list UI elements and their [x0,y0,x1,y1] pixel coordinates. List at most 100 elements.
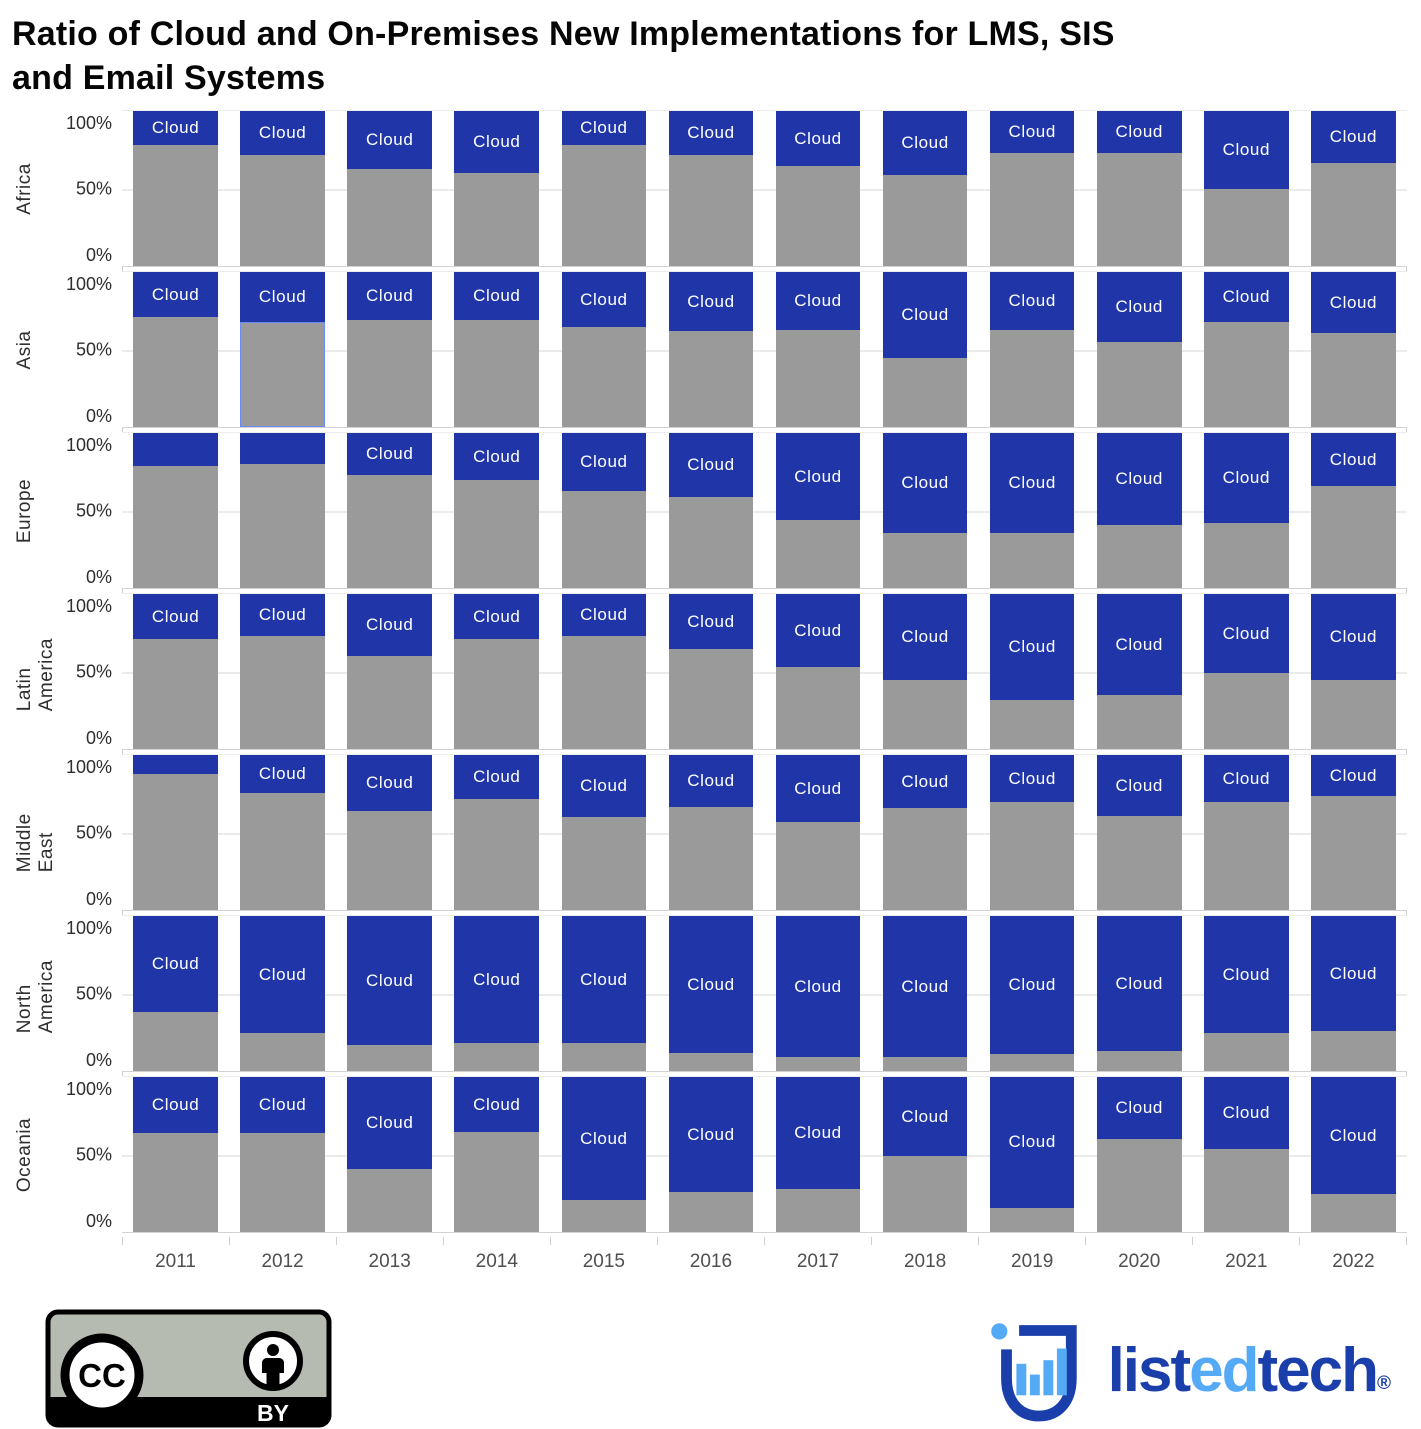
bar-segment-onprem[interactable] [1096,695,1182,750]
bar-segment-cloud[interactable]: Cloud [1096,755,1182,816]
bar-segment-onprem[interactable] [882,174,968,267]
bar-segment-onprem[interactable] [1311,486,1396,589]
bar-segment-onprem[interactable] [989,532,1075,589]
bar-segment-cloud[interactable]: Cloud [133,272,218,318]
bar-segment-cloud[interactable]: Cloud [454,1077,540,1132]
bar-segment-cloud[interactable]: Cloud [989,111,1075,154]
bar-segment-cloud[interactable]: Cloud [240,272,325,322]
bar-segment-onprem[interactable] [882,808,968,911]
bar-segment-cloud[interactable]: Cloud [240,916,325,1033]
bar-segment-cloud[interactable]: Cloud [1311,272,1396,333]
bar-segment-onprem[interactable] [454,639,540,750]
bar-segment-cloud[interactable]: Cloud [1096,272,1182,343]
bar-segment-cloud[interactable]: Cloud [989,916,1075,1055]
bar-segment-onprem[interactable] [454,798,540,911]
bar-segment-onprem[interactable] [1096,524,1182,589]
bar-segment-cloud[interactable]: Cloud [668,594,754,649]
bar-segment-onprem[interactable] [882,357,968,428]
bar-segment-cloud[interactable]: Cloud [989,594,1075,700]
bar-segment-onprem[interactable] [1204,321,1289,428]
bar-segment-cloud[interactable]: Cloud [561,433,647,491]
bar-segment-onprem[interactable] [989,1207,1075,1233]
bar-segment-cloud[interactable]: Cloud [1311,916,1396,1032]
bar-segment-onprem[interactable] [1204,1148,1289,1233]
bar-segment-cloud[interactable]: Cloud [240,755,325,793]
bar-segment-cloud[interactable]: Cloud [1311,1077,1396,1194]
bar-segment-onprem[interactable] [133,1012,218,1072]
bar-segment-onprem[interactable] [561,1043,647,1072]
bar-segment-onprem[interactable] [882,679,968,750]
bar-segment-onprem[interactable] [668,1052,754,1072]
bar-segment-cloud[interactable]: Cloud [133,111,218,146]
bar-segment-onprem[interactable] [1096,1139,1182,1233]
bar-segment-cloud[interactable]: Cloud [1204,433,1289,524]
bar-segment-cloud[interactable]: Cloud [561,1077,647,1200]
bar-segment-cloud[interactable]: Cloud [775,594,861,668]
bar-segment-cloud[interactable]: Cloud [668,111,754,155]
bar-segment-cloud[interactable]: Cloud [561,111,647,146]
bar-segment-cloud[interactable]: Cloud [561,755,647,818]
bar-segment-cloud[interactable]: Cloud [1204,272,1289,322]
bar-segment-cloud[interactable]: Cloud [989,1077,1075,1208]
bar-segment-cloud[interactable]: Cloud [989,755,1075,802]
bar-segment-cloud[interactable]: Cloud [1204,1077,1289,1149]
bar-segment-cloud[interactable]: Cloud [1096,433,1182,525]
bar-segment-onprem[interactable] [1096,153,1182,267]
bar-segment-cloud[interactable]: Cloud [1096,111,1182,154]
bar-segment-onprem[interactable] [347,168,432,267]
bar-segment-onprem[interactable] [133,639,218,750]
bar-segment-onprem[interactable] [561,490,647,589]
bar-segment-onprem[interactable] [1204,673,1289,750]
bar-segment-cloud[interactable]: Cloud [347,1077,432,1169]
bar-segment-onprem[interactable] [1096,342,1182,428]
bar-segment-onprem[interactable] [133,465,218,589]
bar-segment-onprem[interactable] [347,656,432,750]
bar-segment-onprem[interactable] [240,464,325,589]
bar-segment-onprem[interactable] [133,317,218,428]
bar-segment-onprem[interactable] [989,153,1075,267]
bar-segment-cloud[interactable]: Cloud [668,272,754,332]
bar-segment-onprem[interactable] [668,496,754,589]
bar-segment-onprem[interactable] [454,1131,540,1233]
bar-segment-cloud[interactable]: Cloud [775,1077,861,1189]
bar-segment-onprem[interactable] [1311,162,1396,267]
bar-segment-onprem[interactable] [454,320,540,428]
bar-segment-onprem[interactable] [347,1045,432,1072]
bar-segment-onprem[interactable] [882,532,968,589]
bar-segment-onprem[interactable] [775,1057,861,1072]
bar-segment-cloud[interactable]: Cloud [989,433,1075,533]
bar-segment-onprem[interactable] [1096,1051,1182,1072]
bar-segment-onprem[interactable] [1311,332,1396,428]
bar-segment-onprem[interactable] [347,1168,432,1233]
bar-segment-cloud[interactable]: Cloud [454,755,540,799]
bar-segment-cloud[interactable]: Cloud [347,111,432,169]
bar-segment-cloud[interactable]: Cloud [347,755,432,812]
bar-segment-onprem[interactable] [775,1188,861,1233]
bar-segment-onprem[interactable] [1204,523,1289,589]
bar-segment-cloud[interactable]: Cloud [454,433,540,480]
bar-segment-onprem[interactable] [1311,795,1396,911]
bar-segment-onprem[interactable] [668,1192,754,1233]
bar-segment-cloud[interactable]: Cloud [561,916,647,1044]
bar-segment-cloud[interactable]: Cloud [1204,594,1289,674]
bar-segment-cloud[interactable]: Cloud [882,755,968,809]
bar-segment-onprem[interactable] [668,806,754,911]
bar-segment-cloud[interactable]: Cloud [240,594,325,637]
bar-segment-cloud[interactable]: Cloud [668,916,754,1053]
bar-segment-onprem[interactable] [882,1156,968,1233]
bar-segment-cloud[interactable]: Cloud [775,272,861,330]
bar-segment-onprem[interactable] [1311,679,1396,750]
bar-segment-onprem[interactable] [668,331,754,428]
bar-segment-cloud[interactable]: Cloud [1311,433,1396,487]
bar-segment-cloud[interactable]: Cloud [454,111,540,174]
bar-segment-cloud[interactable]: Cloud [133,1077,218,1134]
bar-segment-onprem[interactable] [454,1043,540,1072]
bar-segment-onprem[interactable] [1204,801,1289,911]
bar-segment-cloud[interactable]: Cloud [347,272,432,321]
bar-segment-onprem[interactable] [775,822,861,911]
bar-segment-cloud[interactable]: Cloud [1204,755,1289,802]
bar-segment-onprem[interactable] [1096,815,1182,911]
bar-segment-onprem[interactable] [133,773,218,911]
bar-segment-onprem[interactable] [989,329,1075,428]
bar-segment-onprem[interactable] [133,1133,218,1233]
